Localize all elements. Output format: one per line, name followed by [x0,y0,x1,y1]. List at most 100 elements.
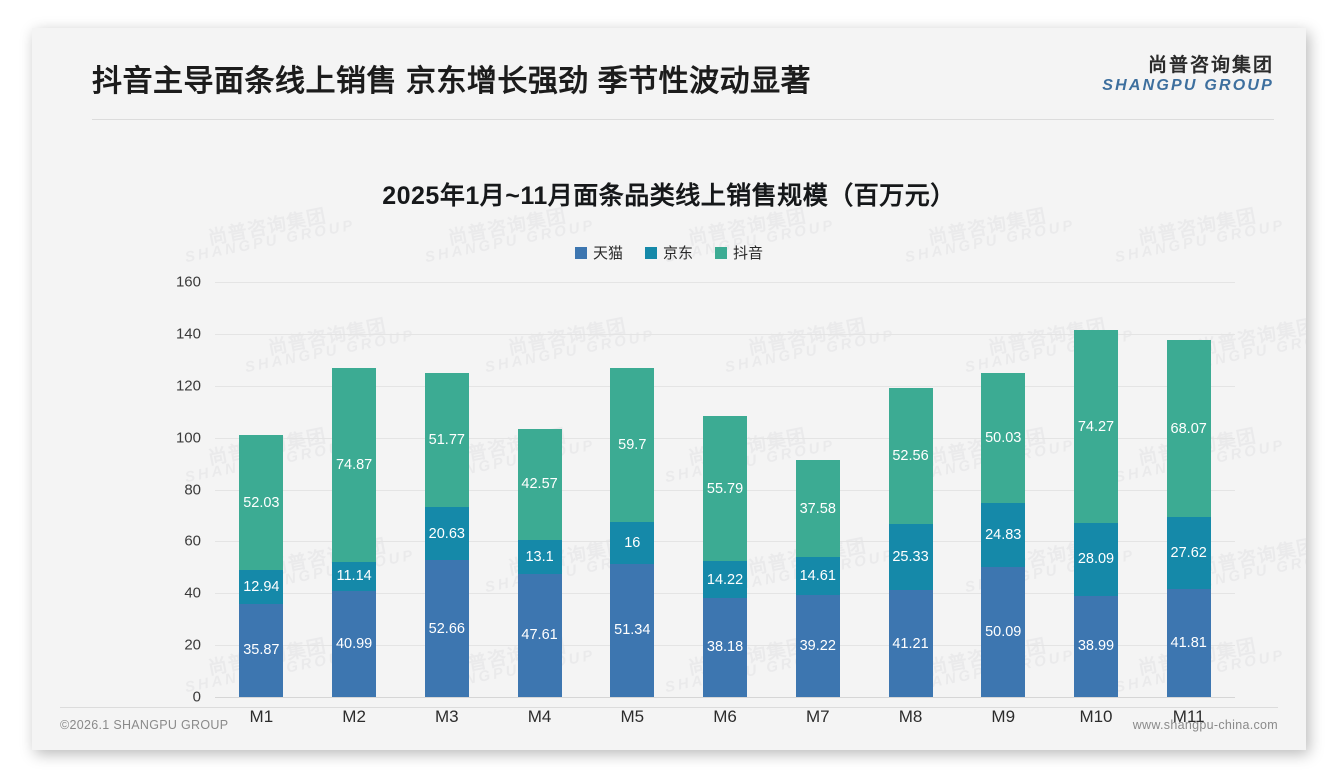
plot-area: 0 20 40 60 80 100 120 140 160 35.87 12.94 52.03 M1 4… [176,274,1235,726]
bar-columns: 35.87 12.94 52.03 M1 40.99 11.14 74.87 M2 52.66 2… [215,282,1235,726]
footer-website: www.shangpu-china.com [1132,718,1278,732]
legend-item-天猫[interactable]: 天猫 [574,242,623,263]
bar-column: 50.09 24.83 50.03 M9 [957,282,1050,726]
bar-value-label: 50.03 [985,429,1022,446]
bar-segment-天猫[interactable]: 41.21 [888,590,933,697]
legend-item-京东[interactable]: 京东 [644,242,693,263]
bar-segment-京东[interactable]: 12.94 [239,570,284,604]
bar-segment-天猫[interactable]: 40.99 [332,590,377,697]
bar-segment-京东[interactable]: 27.62 [1166,516,1211,589]
stacked-bar[interactable]: 38.99 28.09 74.27 [1073,330,1118,697]
bar-value-label: 14.22 [706,571,744,588]
stacked-bar[interactable]: 50.09 24.83 50.03 [981,372,1026,697]
bar-column: 51.34 16 59.7 M5 [586,282,679,726]
bar-segment-京东[interactable]: 16 [610,522,655,564]
bar-segment-天猫[interactable]: 38.99 [1073,595,1118,697]
x-axis-tick-label: M7 [805,707,830,726]
bar-value-label: 51.77 [428,431,465,448]
bar-segment-抖音[interactable]: 51.77 [424,372,469,507]
page-title: 抖音主导面条线上销售 京东增长强劲 季节性波动显著 [92,65,812,98]
bar-value-label: 11.14 [336,568,372,585]
bar-segment-天猫[interactable]: 47.61 [517,573,562,697]
bar-column: 38.99 28.09 74.27 M10 [1050,282,1143,726]
gridline: 120 [176,377,1235,394]
header: 抖音主导面条线上销售 京东增长强劲 季节性波动显著 尚普咨询集团 SHANGPU… [32,28,1306,119]
stacked-bar[interactable]: 51.34 16 59.7 [610,367,655,697]
y-axis-tick-label: 40 [184,584,201,602]
slide-page: 尚普咨询集团 SHANGPU GROUP 尚普咨询集团 SHANGPU GROUP 尚普… [32,28,1306,750]
bar-segment-抖音[interactable]: 42.57 [517,429,562,540]
legend-label: 天猫 [592,245,623,262]
bar-segment-抖音[interactable]: 59.7 [610,367,655,523]
bar-segment-抖音[interactable]: 74.87 [332,367,377,562]
x-axis-tick-label: M6 [713,707,737,726]
x-axis-tick-label: M5 [620,707,645,726]
bar-segment-京东[interactable]: 13.1 [517,539,562,574]
bar-segment-天猫[interactable]: 38.18 [703,597,748,697]
bar-segment-抖音[interactable]: 68.07 [1166,340,1211,517]
bar-value-label: 37.58 [799,500,836,517]
bar-segment-京东[interactable]: 24.83 [981,502,1026,568]
footer-copyright: ©2026.1 SHANGPU GROUP [60,718,229,732]
bar-value-label: 24.83 [985,526,1022,543]
bar-segment-抖音[interactable]: 55.79 [703,416,748,562]
bar-segment-抖音[interactable]: 52.56 [888,388,933,525]
bar-segment-京东[interactable]: 14.61 [795,557,840,596]
bar-segment-京东[interactable]: 28.09 [1073,523,1118,596]
stacked-bar[interactable]: 39.22 14.61 37.58 [795,459,840,697]
x-axis-tick-label: M3 [435,707,459,726]
y-axis-tick-label: 20 [184,636,201,654]
bar-value-label: 42.57 [521,476,558,493]
bar-value-label: 52.66 [428,620,465,637]
bar-value-label: 51.34 [614,622,651,639]
stacked-bar[interactable]: 41.21 25.33 52.56 [888,388,933,697]
bar-segment-天猫[interactable]: 35.87 [239,603,284,697]
y-axis-tick-label: 0 [192,688,201,706]
bar-segment-天猫[interactable]: 41.81 [1166,588,1211,697]
bar-value-label: 27.62 [1170,544,1207,561]
stacked-bar[interactable]: 38.18 14.22 55.79 [703,416,748,697]
bar-segment-京东[interactable]: 11.14 [332,561,377,591]
bar-segment-京东[interactable]: 25.33 [888,524,933,591]
chart-legend: 天猫 京东 抖音 [32,242,1306,263]
y-axis-tick-label: 100 [175,429,201,447]
brand-logo: 尚普咨询集团 SHANGPU GROUP [1102,55,1274,94]
y-axis-tick-label: 120 [175,377,201,395]
bar-segment-抖音[interactable]: 37.58 [795,459,840,558]
stacked-bar[interactable]: 47.61 13.1 42.57 [517,429,562,697]
bar-column: 38.18 14.22 55.79 M6 [679,282,772,726]
header-divider [92,119,1274,120]
bar-segment-天猫[interactable]: 52.66 [424,560,469,697]
logo-english-text: SHANGPU GROUP [1102,76,1274,94]
gridline: 0 [193,689,1235,706]
bar-value-label: 20.63 [428,525,465,542]
x-axis-tick-label: M9 [991,707,1016,726]
bar-value-label: 68.07 [1170,420,1207,437]
x-axis-tick-label: M2 [342,707,366,726]
y-axis-tick-label: 160 [175,273,201,291]
bar-value-label: 12.94 [243,579,280,596]
stacked-bar[interactable]: 41.81 27.62 68.07 [1166,340,1211,697]
bar-value-label: 13.1 [525,548,554,565]
gridline: 140 [176,325,1235,342]
bar-segment-抖音[interactable]: 74.27 [1073,330,1118,524]
bar-value-label: 52.56 [892,448,929,465]
bar-segment-天猫[interactable]: 50.09 [981,567,1026,697]
stacked-bar[interactable]: 40.99 11.14 74.87 [332,367,377,697]
bar-value-label: 28.09 [1077,551,1115,568]
bar-column: 41.21 25.33 52.56 M8 [864,282,957,726]
chart-title: 2025年1月~11月面条品类线上销售规模（百万元） [382,182,956,210]
bar-segment-天猫[interactable]: 51.34 [610,563,655,697]
legend-swatch-icon [644,246,657,259]
bar-segment-抖音[interactable]: 52.03 [239,435,284,571]
bar-segment-京东[interactable]: 14.22 [703,561,748,598]
legend-item-抖音[interactable]: 抖音 [715,242,763,263]
bar-segment-天猫[interactable]: 39.22 [795,595,840,697]
bar-value-label: 50.09 [985,624,1022,641]
footer-divider [60,707,1278,708]
bar-segment-京东[interactable]: 20.63 [424,506,469,561]
bar-segment-抖音[interactable]: 50.03 [981,372,1026,503]
bar-value-label: 74.87 [335,456,373,473]
stacked-bar[interactable]: 52.66 20.63 51.77 [424,372,469,697]
stacked-bar[interactable]: 35.87 12.94 52.03 [239,435,284,697]
